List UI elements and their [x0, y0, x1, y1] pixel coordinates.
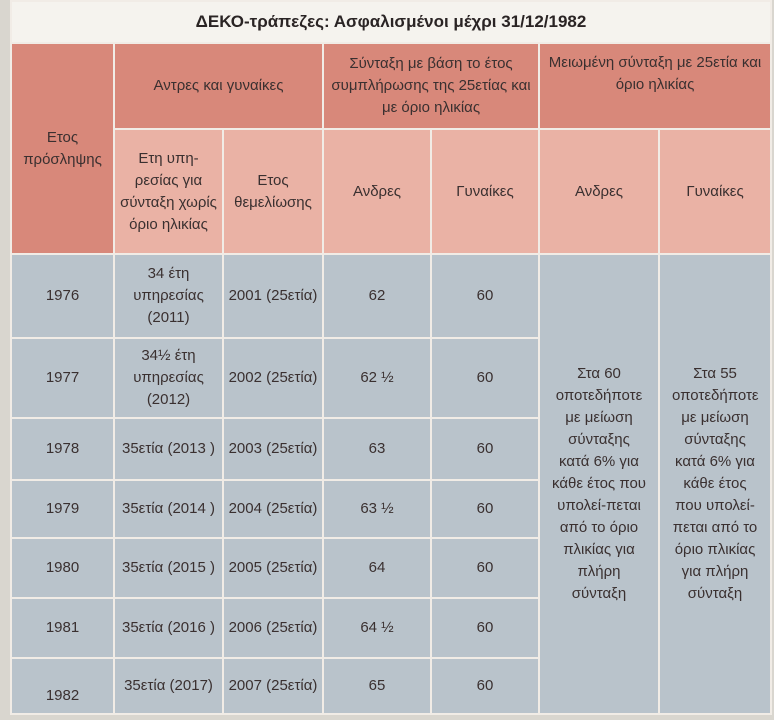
entitlement-cell: 2006 (25ετία) [222, 597, 324, 659]
service-cell: 35ετία (2014 ) [113, 479, 224, 539]
men-age-cell: 62 ½ [322, 337, 432, 419]
entitlement-cell: 2003 (25ετία) [222, 417, 324, 481]
men-age-cell: 65 [322, 657, 432, 715]
year-cell: 1982 [10, 657, 115, 715]
table-row: 1982 35ετία (2017) 2007 (25ετία) 65 60 [10, 657, 771, 715]
year-cell: 1978 [10, 417, 115, 481]
women-age-cell: 60 [430, 337, 540, 419]
reduced-men-cell: Στα 60 οποτεδήποτε με μείωση σύνταξης κα… [538, 253, 660, 715]
service-cell: 35ετία (2013 ) [113, 417, 224, 481]
pension-table: ΔΕΚΟ-τράπεζες: Ασφαλισμένοι μέχρι 31/12/… [9, 0, 773, 715]
entitlement-cell: 2001 (25ετία) [222, 253, 324, 339]
women-age-cell: 60 [430, 253, 540, 339]
women-age-cell: 60 [430, 479, 540, 539]
year-cell: 1981 [10, 597, 115, 659]
header-year-entitlement: Ετος θεμελίωσης [222, 128, 324, 255]
reduced-women-cell: Στα 55 οποτεδήποτε με μείωση σύνταξης κα… [657, 253, 773, 715]
women-age-cell: 60 [430, 537, 540, 599]
year-cell: 1980 [10, 537, 115, 599]
table-row: 1978 35ετία (2013 ) 2003 (25ετία) 63 60 [10, 417, 771, 481]
service-cell: 34½ έτη υπηρεσίας (2012) [113, 337, 224, 419]
table-row: 1976 34 έτη υπηρεσίας (2011) 2001 (25ετία)… [10, 253, 773, 715]
women-age-cell: 60 [430, 417, 540, 481]
table-row: 1977 34½ έτη υπηρεσίας (2012) 2002 (25ετία… [10, 337, 771, 419]
header-reduced-women: Γυναίκες [657, 128, 773, 255]
table-row: 1980 35ετία (2015 ) 2005 (25ετία) 64 60 [10, 537, 771, 599]
table-row: 1981 35ετία (2016 ) 2006 (25ετία) 64 ½ 60 [10, 597, 771, 659]
service-cell: 35ετία (2015 ) [113, 537, 224, 599]
table-title: ΔΕΚΟ-τράπεζες: Ασφαλισμένοι μέχρι 31/12/… [9, 0, 773, 44]
header-pension-25: Σύνταξη με βάση το έτος συμπλήρωσης της … [322, 42, 540, 130]
pension-table-card: ΔΕΚΟ-τράπεζες: Ασφαλισμένοι μέχρι 31/12/… [9, 0, 773, 715]
header-reduced-men: Ανδρες [538, 128, 660, 255]
men-age-cell: 64 ½ [322, 597, 432, 659]
entitlement-cell: 2005 (25ετία) [222, 537, 324, 599]
table-row: 1979 35ετία (2014 ) 2004 (25ετία) 63 ½ 60 [10, 479, 771, 539]
entitlement-cell: 2007 (25ετία) [222, 657, 324, 715]
header-men: Ανδρες [322, 128, 432, 255]
header-men-women: Αντρες και γυναίκες [113, 42, 324, 130]
header-women: Γυναίκες [430, 128, 540, 255]
service-cell: 35ετία (2017) [113, 657, 224, 715]
men-age-cell: 62 [322, 253, 432, 339]
women-age-cell: 60 [430, 597, 540, 659]
year-cell: 1976 [10, 253, 115, 339]
service-cell: 34 έτη υπηρεσίας (2011) [113, 253, 224, 339]
entitlement-cell: 2002 (25ετία) [222, 337, 324, 419]
header-reduced: Μειωμένη σύνταξη με 25ετία και όριο ηλικ… [537, 42, 773, 130]
women-age-cell: 60 [430, 657, 540, 715]
men-age-cell: 64 [322, 537, 432, 599]
men-age-cell: 63 [322, 417, 432, 481]
service-cell: 35ετία (2016 ) [113, 597, 224, 659]
header-years-service: Ετη υπη-ρεσίας για σύνταξη χωρίς όριο ηλ… [113, 128, 224, 255]
year-cell: 1977 [10, 337, 115, 419]
year-cell: 1979 [10, 479, 115, 539]
entitlement-cell: 2004 (25ετία) [222, 479, 324, 539]
header-year-hired: Ετος πρόσληψης [10, 42, 115, 255]
men-age-cell: 63 ½ [322, 479, 432, 539]
